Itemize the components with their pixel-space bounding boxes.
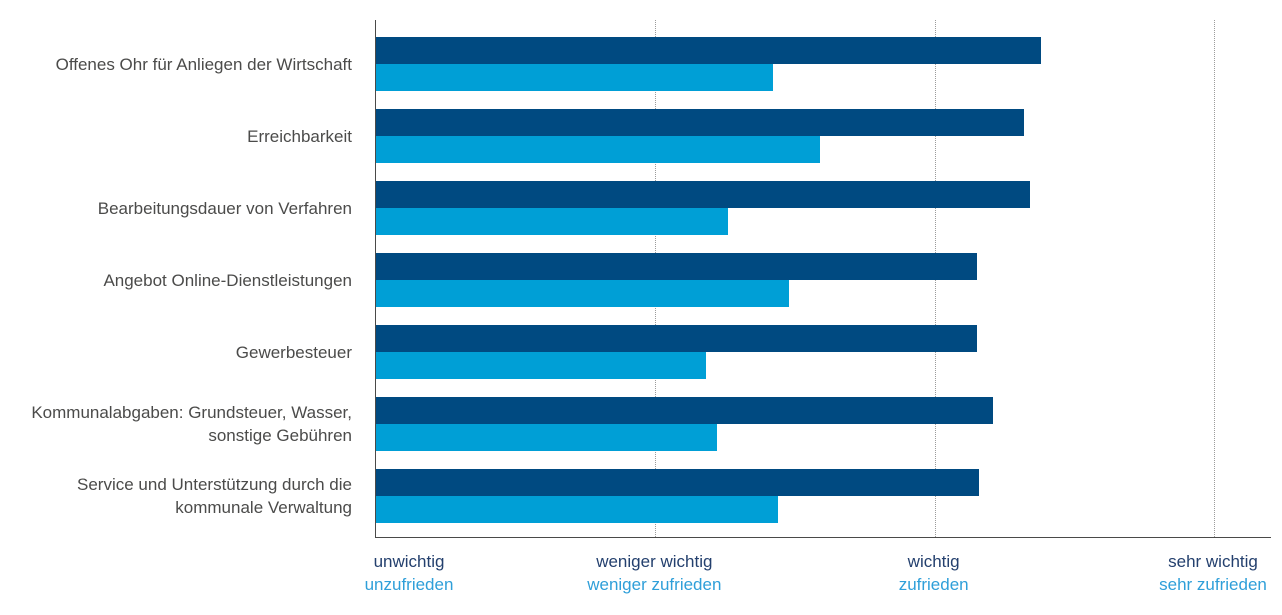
bar-zufrieden-3: [376, 208, 728, 235]
bar-zufrieden-2: [376, 136, 821, 163]
bar-wichtig-2: [376, 109, 1025, 136]
bar-wichtig-3: [376, 181, 1030, 208]
category-label: Service und Unterstützung durch die komm…: [77, 475, 352, 517]
x-tick-label-1: unwichtig unzufrieden: [299, 550, 519, 596]
x-tick-importance-label: unwichtig: [373, 552, 445, 571]
bar-zufrieden-6: [376, 424, 717, 451]
x-axis-labels: unwichtig unzufrieden weniger wichtig wenig…: [0, 550, 1282, 610]
x-tick-importance-label: wichtig: [907, 552, 960, 571]
x-tick-label-3: wichtig zufrieden: [824, 550, 1044, 596]
category-labels: Offenes Ohr für Anliegen der Wirtschaft E…: [0, 0, 352, 540]
category-label: Bearbeitungsdauer von Verfahren: [97, 198, 352, 218]
x-tick-label-4: sehr wichtig sehr zufrieden: [1103, 550, 1282, 596]
plot-area: [375, 20, 1271, 538]
x-tick-satisfaction-label: unzufrieden: [364, 575, 454, 594]
bar-zufrieden-5: [376, 352, 706, 379]
bar-zufrieden-1: [376, 64, 773, 91]
category-label: Gewerbesteuer: [235, 342, 352, 362]
bar-wichtig-4: [376, 253, 977, 280]
x-tick-label-2: weniger wichtig weniger zufrieden: [544, 550, 764, 596]
x-tick-satisfaction-label: weniger zufrieden: [587, 575, 722, 594]
category-label: Erreichbarkeit: [247, 126, 352, 146]
x-tick-satisfaction-label: zufrieden: [898, 575, 969, 594]
bar-wichtig-6: [376, 397, 994, 424]
x-tick-importance-label: weniger wichtig: [596, 552, 713, 571]
category-label: Offenes Ohr für Anliegen der Wirtschaft: [55, 54, 352, 74]
bar-zufrieden-4: [376, 280, 790, 307]
gridline-4: [1214, 20, 1215, 537]
bar-wichtig-5: [376, 325, 977, 352]
x-tick-importance-label: sehr wichtig: [1168, 552, 1258, 571]
bar-wichtig-1: [376, 37, 1041, 64]
x-tick-satisfaction-label: sehr zufrieden: [1159, 575, 1267, 594]
bar-wichtig-7: [376, 469, 980, 496]
category-label: Angebot Online-Dienstleistungen: [103, 270, 352, 290]
bar-zufrieden-7: [376, 496, 779, 523]
category-label: Kommunalabgaben: Grundsteuer, Wasser, so…: [31, 403, 352, 445]
